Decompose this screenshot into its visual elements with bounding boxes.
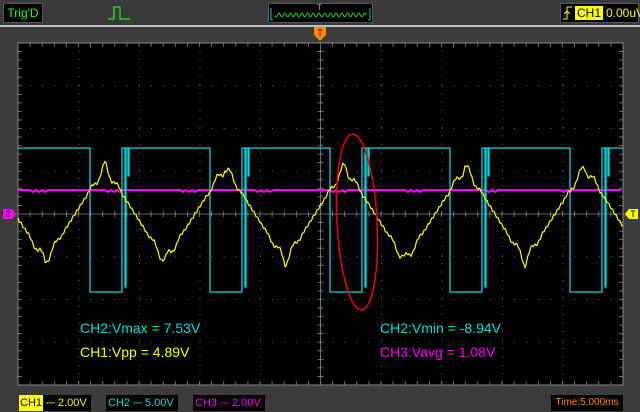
dc-coupling-icon: ⎓ (133, 397, 142, 409)
ch2-vmin: CH2:Vmin = -8.94V (380, 320, 501, 336)
pulse-icon (108, 6, 130, 20)
grid (17, 42, 624, 385)
scope-display[interactable]: T 3 T (0, 27, 640, 395)
trigger-status: Trig'D (3, 3, 43, 23)
trigger-position-marker[interactable]: T (314, 27, 326, 41)
ch2-trace (18, 147, 623, 293)
ch1-trace (17, 160, 623, 270)
ch2-vmax: CH2:Vmax = 7.53V (80, 320, 201, 336)
rising-edge-icon (563, 6, 572, 20)
ch3-trace (18, 188, 621, 194)
dc-coupling-icon: ⎓ (46, 397, 55, 409)
waveform-overview[interactable]: T (268, 3, 373, 23)
ch3-volts: 2.00V (231, 397, 261, 409)
grid-lines (17, 42, 624, 385)
trigger-settings[interactable]: CH1 0.00uV (560, 3, 640, 23)
trigger-level-marker[interactable]: T (625, 209, 638, 219)
ch3-vavg: CH3:Vavg = 1.08V (380, 344, 496, 360)
annotation-ellipse (335, 133, 379, 311)
toolbar: Trig'D T CH1 0.00uV (0, 0, 640, 27)
ch3-scale[interactable]: CH3 ⎓ 2.00V (193, 395, 265, 411)
ch1-volts: 2.00V (57, 397, 87, 409)
ch1-vpp: CH1:Vpp = 4.89V (80, 344, 190, 360)
ch1-label: CH1 (19, 395, 44, 411)
ch2-scale[interactable]: CH2 ⎓ 5.00V (106, 395, 178, 411)
ch3-ground-marker[interactable]: 3 (3, 209, 16, 219)
trigger-position-marker: T (317, 3, 322, 12)
ch2-label: CH2 (108, 397, 131, 409)
trigger-position-label: T (317, 28, 323, 38)
ch1-scale[interactable]: CH1 ⎓ 2.00V (19, 395, 91, 411)
ch3-ground-label: 3 (5, 209, 10, 219)
trigger-level: 0.00uV (606, 6, 640, 20)
dc-coupling-icon: ⎓ (220, 397, 229, 409)
overview-wave (270, 8, 371, 21)
trigger-level-label: T (630, 209, 636, 219)
ch3-label: CH3 (195, 397, 218, 409)
ch2-volts: 5.00V (144, 397, 174, 409)
trigger-source: CH1 (575, 6, 604, 20)
timebase[interactable]: Time:5.000ms (551, 395, 623, 411)
